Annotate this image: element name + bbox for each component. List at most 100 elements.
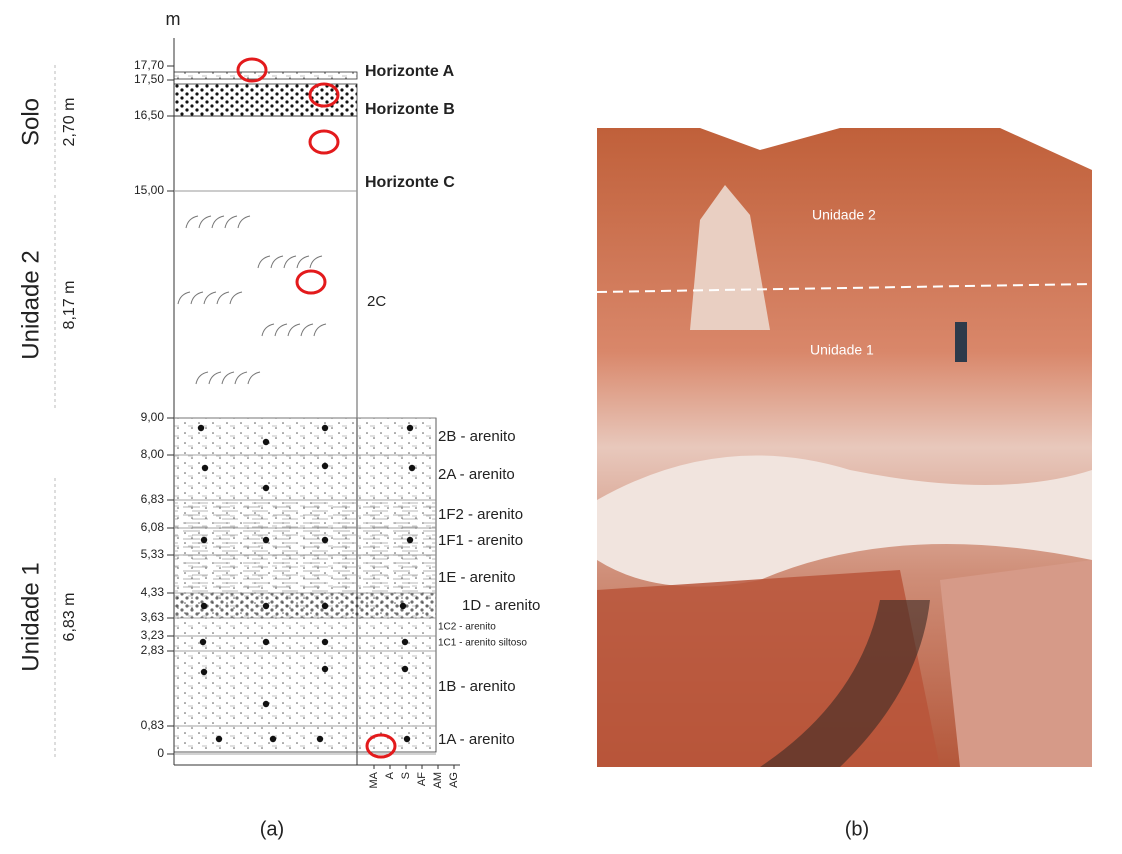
conglomerate-fill <box>174 593 436 618</box>
grain-dot <box>406 536 414 544</box>
unit-contact <box>596 283 1093 293</box>
layer-label: 1C1 - arenito siltoso <box>438 638 527 649</box>
ripple-marks <box>177 215 416 743</box>
layer-label: 1F2 - arenito <box>438 506 523 523</box>
grain-size-labels: MA A S AF AM AG <box>368 765 460 789</box>
unit-thickness: 2,70 m <box>61 98 78 147</box>
ripple <box>261 323 275 337</box>
layer-label: 1A - arenito <box>438 731 515 748</box>
layer-label: 2C <box>367 293 386 310</box>
grain-dot <box>321 424 329 432</box>
grain-dot <box>262 602 270 610</box>
layer-label: 1E - arenito <box>438 569 516 586</box>
depth-label: 0,83 <box>141 718 165 732</box>
ripple <box>247 371 261 385</box>
grain-size-label: AF <box>416 772 428 786</box>
person <box>955 322 967 362</box>
grain-dot <box>262 700 270 708</box>
unit-name: Unidade 1 <box>17 562 44 671</box>
grain-dot <box>262 638 270 646</box>
depth-label: 4,33 <box>141 585 165 599</box>
grain-dot <box>408 464 416 472</box>
depth-label: 0 <box>157 746 164 760</box>
horizon-label: Horizonte B <box>365 101 455 118</box>
photo-label: Unidade 1 <box>810 342 874 358</box>
grain-dot <box>321 665 329 673</box>
depth-label: 6,83 <box>141 492 165 506</box>
layer-labels: 2B - arenito 2A - arenito 1F2 - arenito 1F1… <box>438 428 540 748</box>
ripple <box>216 291 230 305</box>
ripple <box>300 323 314 337</box>
depth-label: 15,00 <box>134 183 164 197</box>
ripple <box>211 215 225 229</box>
ripple <box>309 255 323 269</box>
layer-label: 2A - arenito <box>438 466 515 483</box>
horizon-label: Horizonte A <box>365 63 455 80</box>
grain-dot <box>199 638 207 646</box>
depth-label: 8,00 <box>141 447 165 461</box>
depth-label: 17,50 <box>134 72 164 86</box>
grain-size-label: AM <box>432 772 444 789</box>
grain-dot <box>262 438 270 446</box>
sample-marker <box>365 733 397 759</box>
grain-dot <box>321 602 329 610</box>
foreground-rock <box>940 560 1092 767</box>
grain-dot <box>200 536 208 544</box>
grain-dot <box>262 484 270 492</box>
grain-dot <box>316 735 324 743</box>
rock-pillar <box>690 185 770 330</box>
grain-size-label: AG <box>448 772 460 788</box>
depth-label: 9,00 <box>141 410 165 424</box>
ripple <box>283 255 297 269</box>
ripple <box>234 371 248 385</box>
grain-size-label: A <box>384 771 396 779</box>
grain-dot <box>321 638 329 646</box>
upper-column <box>173 115 358 419</box>
grain-dot <box>321 536 329 544</box>
grain-size-label: MA <box>368 771 380 788</box>
unit-thickness: 6,83 m <box>61 593 78 642</box>
depth-label: 3,63 <box>141 610 165 624</box>
ripple <box>313 323 327 337</box>
sample-marker <box>308 82 340 108</box>
sample-marker <box>308 129 340 155</box>
grain-dot <box>321 462 329 470</box>
depth-label: 5,33 <box>141 547 165 561</box>
caption: (b) <box>845 818 869 840</box>
ripple <box>221 371 235 385</box>
depth-label: 3,23 <box>141 628 165 642</box>
ripple <box>177 291 191 305</box>
layer-label: 1B - arenito <box>438 678 516 695</box>
depth-label: 2,83 <box>141 643 165 657</box>
ripple <box>195 371 209 385</box>
grain-size-label: S <box>400 772 412 779</box>
depth-label: 16,50 <box>134 108 164 122</box>
grain-dot <box>401 665 409 673</box>
ripple <box>229 291 243 305</box>
ripple <box>185 215 199 229</box>
depth-label: 17,70 <box>134 58 164 72</box>
layer-boundaries <box>174 417 436 755</box>
ripple <box>208 371 222 385</box>
unit-thickness: 8,17 m <box>61 281 78 330</box>
photo-label: Unidade 2 <box>812 207 876 223</box>
layer-label: 2B - arenito <box>438 428 516 445</box>
layer-label: 1F1 - arenito <box>438 532 523 549</box>
grain-dot <box>406 424 414 432</box>
grain-dot <box>201 464 209 472</box>
gully <box>760 600 930 767</box>
ripple <box>237 215 251 229</box>
ripple <box>203 291 217 305</box>
grain-dot <box>200 668 208 676</box>
unit-name: Solo <box>17 98 44 146</box>
ripple <box>287 323 301 337</box>
sand-floor <box>597 455 1092 587</box>
grain-dot <box>197 424 205 432</box>
grain-dot <box>403 735 411 743</box>
ripple <box>296 255 310 269</box>
sample-marker <box>236 57 268 83</box>
axis-unit: m <box>166 9 181 29</box>
caption: (a) <box>260 818 284 840</box>
